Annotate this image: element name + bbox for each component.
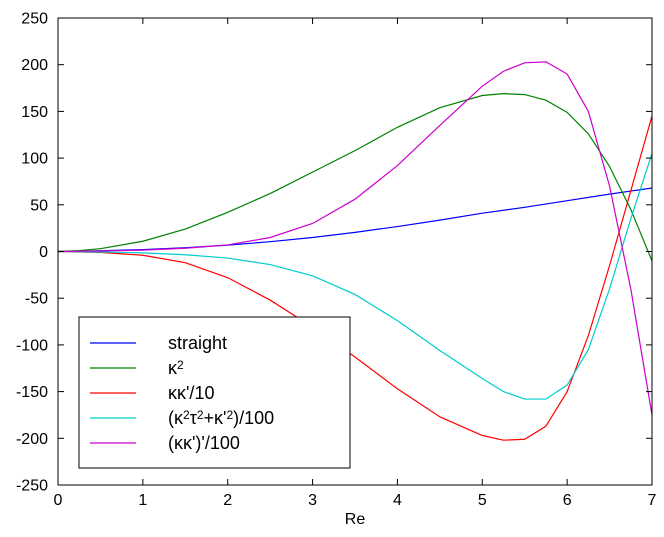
x-tick-label: 6 (563, 492, 572, 509)
legend-text: straight (168, 333, 227, 353)
legend-label: κ2 (168, 358, 184, 378)
y-tick-label: -100 (16, 337, 48, 354)
legend-text: κκ'/10 (168, 383, 214, 403)
series-layer (58, 61, 652, 441)
legend-label: straight (168, 333, 227, 353)
tick-layer: 0 1 2 3 4 5 6 7 250 200 150 100 50 0 -50 -100 -150 -200 -2… (16, 11, 657, 510)
x-tick-label: 2 (223, 492, 232, 509)
legend-text: κ (168, 358, 178, 378)
series-line-2 (58, 93, 652, 262)
legend-text: (κκ')'/100 (168, 433, 240, 453)
legend-superscript: 2 (197, 408, 204, 422)
series-line-5 (58, 61, 652, 416)
y-tick-label: -150 (16, 384, 48, 401)
series-line-4 (58, 153, 652, 400)
legend-label: (κ2τ2+κ'2)/100 (168, 408, 274, 428)
legend-text: τ (190, 408, 197, 428)
legend-superscript: 2 (226, 408, 233, 422)
y-tick-label: 250 (21, 11, 48, 28)
series-line-3 (58, 115, 652, 441)
x-tick-label: 0 (54, 492, 63, 509)
x-tick-label: 5 (478, 492, 487, 509)
y-tick-label: -50 (25, 291, 48, 308)
y-tick-label: 50 (30, 197, 48, 214)
x-tick-label: 1 (138, 492, 147, 509)
y-tick-label: 100 (21, 151, 48, 168)
series-line-1 (58, 187, 652, 253)
x-tick-label: 4 (393, 492, 402, 509)
y-tick-label: 150 (21, 104, 48, 121)
x-axis-title: Re (345, 511, 366, 528)
y-tick-label: 0 (39, 244, 48, 261)
legend-text: (κ (168, 408, 184, 428)
x-tick-label: 7 (648, 492, 657, 509)
legend-superscript: 2 (183, 408, 190, 422)
legend-superscript: 2 (177, 358, 184, 372)
legend-text: +κ' (204, 408, 227, 428)
y-tick-label: 200 (21, 57, 48, 74)
x-tick-label: 3 (308, 492, 317, 509)
y-tick-label: -250 (16, 478, 48, 495)
y-tick-label: -200 (16, 431, 48, 448)
legend-label: κκ'/10 (168, 383, 214, 403)
legend-label: (κκ')'/100 (168, 433, 240, 453)
legend-text: )/100 (233, 408, 274, 428)
